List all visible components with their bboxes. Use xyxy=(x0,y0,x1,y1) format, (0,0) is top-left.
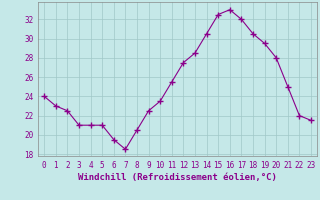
X-axis label: Windchill (Refroidissement éolien,°C): Windchill (Refroidissement éolien,°C) xyxy=(78,173,277,182)
